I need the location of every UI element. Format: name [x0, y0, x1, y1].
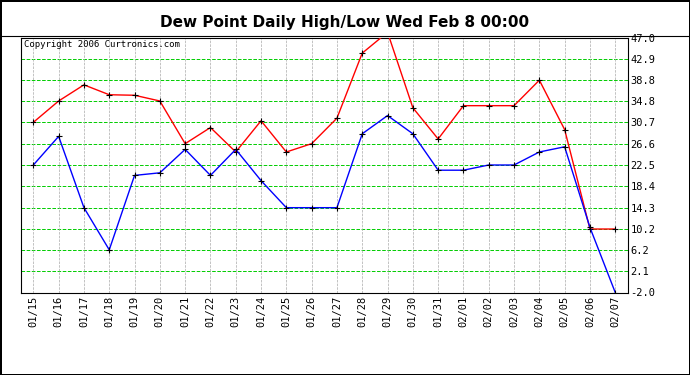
Text: Dew Point Daily High/Low Wed Feb 8 00:00: Dew Point Daily High/Low Wed Feb 8 00:00	[161, 15, 529, 30]
Text: Copyright 2006 Curtronics.com: Copyright 2006 Curtronics.com	[23, 40, 179, 49]
